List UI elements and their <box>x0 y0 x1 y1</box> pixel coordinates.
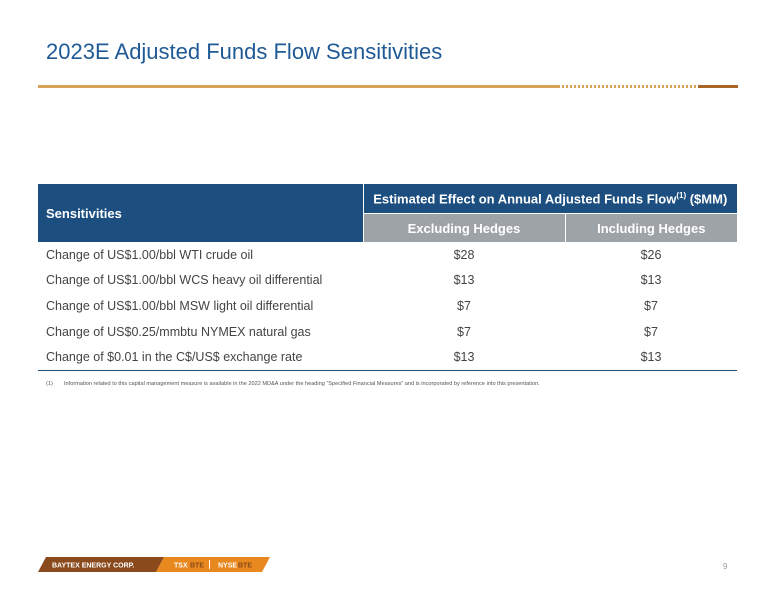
including-hedges-value: $26 <box>640 247 662 262</box>
table-row: Change of US$1.00/bbl MSW light oil diff… <box>38 293 737 319</box>
nyse-ticker: BTE <box>238 563 252 570</box>
company-name: BAYTEX ENERGY CORP. <box>52 563 134 570</box>
ticker-divider <box>209 560 210 569</box>
page-title: 2023E Adjusted Funds Flow Sensitivities <box>46 39 443 64</box>
row-label: Change of US$1.00/bbl MSW light oil diff… <box>46 298 314 313</box>
including-hedges-value: $7 <box>644 298 658 313</box>
footnote-marker: (1) <box>46 381 53 387</box>
sensitivities-table: Sensitivities Estimated Effect on Annual… <box>38 184 737 371</box>
including-hedges-value: $13 <box>640 273 662 288</box>
banner-orange-segment <box>156 557 270 572</box>
footnote: (1) Information related to this capital m… <box>46 381 540 387</box>
excluding-hedges-header: Excluding Hedges <box>362 213 565 242</box>
page-number: 9 <box>723 562 728 571</box>
tsx-ticker: BTE <box>190 563 204 570</box>
row-label: Change of US$1.00/bbl WCS heavy oil diff… <box>46 273 323 288</box>
nyse-prefix: NYSE <box>218 563 237 570</box>
table-row: Change of $0.01 in the C$/US$ exchange r… <box>38 344 737 371</box>
table-row: Change of US$1.00/bbl WCS heavy oil diff… <box>38 268 737 294</box>
tsx-prefix: TSX <box>174 563 188 570</box>
footnote-text: Information related to this capital mana… <box>64 381 540 387</box>
row-label: Change of US$0.25/mmbtu NYMEX natural ga… <box>46 324 311 339</box>
excluding-hedges-value: $13 <box>453 273 475 288</box>
company-logo-banner: BAYTEX ENERGY CORP. TSX BTE NYSE BTE <box>38 557 270 572</box>
sensitivities-header: Sensitivities <box>38 184 363 242</box>
including-hedges-header: Including Hedges <box>564 213 737 242</box>
excluding-hedges-value: $7 <box>457 298 471 313</box>
excluding-hedges-value: $7 <box>457 324 471 339</box>
table-row: Change of US$1.00/bbl WTI crude oil $28 … <box>38 242 737 268</box>
row-label: Change of US$1.00/bbl WTI crude oil <box>46 247 254 262</box>
row-label: Change of $0.01 in the C$/US$ exchange r… <box>38 344 363 371</box>
excluding-hedges-value: $13 <box>363 344 565 371</box>
table-row: Change of US$0.25/mmbtu NYMEX natural ga… <box>38 319 737 345</box>
including-hedges-value: $13 <box>565 344 737 371</box>
banner-brown-segment <box>38 557 164 572</box>
including-hedges-value: $7 <box>644 324 658 339</box>
excluding-hedges-value: $28 <box>453 247 475 262</box>
estimated-effect-header: Estimated Effect on Annual Adjusted Fund… <box>362 184 737 214</box>
title-divider <box>38 85 738 88</box>
